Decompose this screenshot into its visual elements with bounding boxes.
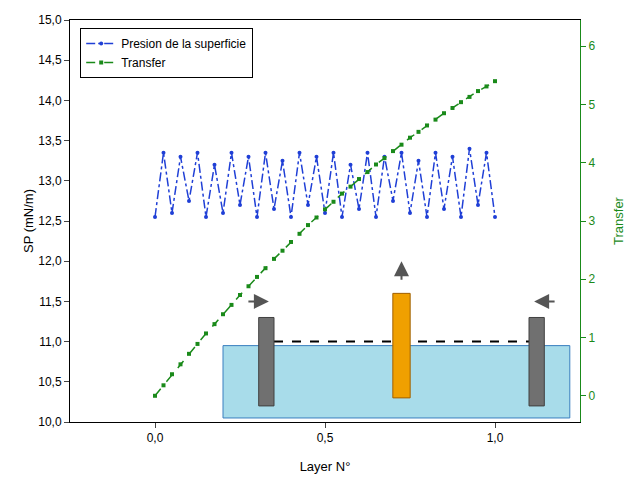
svg-text:11,5: 11,5 <box>39 295 62 309</box>
svg-text:10,5: 10,5 <box>38 375 62 389</box>
svg-text:0,5: 0,5 <box>317 431 334 445</box>
svg-text:1,0: 1,0 <box>487 431 504 445</box>
svg-text:14,0: 14,0 <box>38 94 62 108</box>
svg-text:10,0: 10,0 <box>38 415 62 429</box>
svg-text:Layer N°: Layer N° <box>300 459 351 474</box>
svg-text:0: 0 <box>588 389 595 403</box>
svg-text:1: 1 <box>588 331 595 345</box>
svg-text:12,5: 12,5 <box>38 214 62 228</box>
svg-text:6: 6 <box>588 39 595 53</box>
svg-text:0,0: 0,0 <box>147 431 164 445</box>
svg-text:11,0: 11,0 <box>39 335 62 349</box>
svg-text:14,5: 14,5 <box>38 53 62 67</box>
svg-text:Presion de la superficie: Presion de la superficie <box>121 37 246 51</box>
svg-text:Transfer: Transfer <box>611 196 626 245</box>
svg-text:13,0: 13,0 <box>38 174 62 188</box>
svg-text:13,5: 13,5 <box>38 134 62 148</box>
svg-text:5: 5 <box>588 98 595 112</box>
svg-text:3: 3 <box>588 214 595 228</box>
svg-text:SP (mN/m): SP (mN/m) <box>21 189 36 253</box>
svg-text:15,0: 15,0 <box>38 13 62 27</box>
svg-text:2: 2 <box>588 272 595 286</box>
svg-text:4: 4 <box>588 156 595 170</box>
svg-text:Transfer: Transfer <box>121 56 165 70</box>
svg-text:12,0: 12,0 <box>38 254 62 268</box>
